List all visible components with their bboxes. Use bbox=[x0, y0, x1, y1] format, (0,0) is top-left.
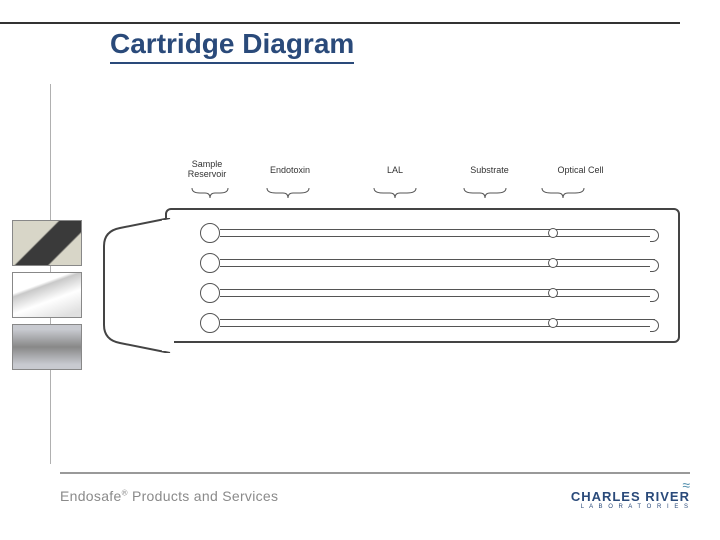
optical-cell-1 bbox=[548, 228, 558, 238]
optical-cell-3 bbox=[548, 288, 558, 298]
channel-3 bbox=[200, 283, 655, 303]
reservoir-1 bbox=[200, 223, 220, 243]
reservoir-2 bbox=[200, 253, 220, 273]
logo-text-sub: L A B O R A T O R I E S bbox=[571, 504, 690, 510]
reservoir-4 bbox=[200, 313, 220, 333]
bracket-endotoxin bbox=[265, 186, 311, 198]
footer-rule bbox=[60, 472, 690, 474]
page-title: Cartridge Diagram bbox=[110, 28, 354, 64]
label-optical-cell: Optical Cell bbox=[548, 166, 613, 176]
bracket-substrate bbox=[462, 186, 508, 198]
top-rule-left bbox=[0, 22, 110, 24]
optical-cell-4 bbox=[548, 318, 558, 328]
label-sample-reservoir: SampleReservoir bbox=[182, 160, 232, 180]
reservoir-3 bbox=[200, 283, 220, 303]
tube-3 bbox=[220, 289, 655, 297]
footer-tagline: Endosafe® Products and Services bbox=[60, 488, 278, 504]
thumbnail-lab bbox=[12, 272, 82, 318]
thumbnail-column bbox=[12, 220, 92, 376]
tube-4 bbox=[220, 319, 655, 327]
cartridge-diagram: SampleReservoir Endotoxin LAL Substrate … bbox=[100, 160, 680, 360]
channel-1 bbox=[200, 223, 655, 243]
optical-cell-2 bbox=[548, 258, 558, 268]
diagram-labels: SampleReservoir Endotoxin LAL Substrate … bbox=[100, 160, 680, 205]
label-lal: LAL bbox=[375, 166, 415, 176]
label-substrate: Substrate bbox=[462, 166, 517, 176]
footer-logo: ≈ CHARLES RIVER L A B O R A T O R I E S bbox=[571, 482, 690, 510]
channel-2 bbox=[200, 253, 655, 273]
channel-4 bbox=[200, 313, 655, 333]
tube-2 bbox=[220, 259, 655, 267]
footer: Endosafe® Products and Services ≈ CHARLE… bbox=[60, 472, 690, 510]
bracket-reservoir bbox=[190, 186, 230, 198]
cartridge-nose bbox=[100, 218, 170, 333]
tube-1 bbox=[220, 229, 655, 237]
cartridge-body bbox=[100, 208, 680, 343]
top-rule-right bbox=[110, 22, 680, 24]
logo-text-main: CHARLES RIVER bbox=[571, 489, 690, 504]
thumbnail-vials bbox=[12, 324, 82, 370]
bracket-optical bbox=[540, 186, 586, 198]
logo-wave-icon: ≈ bbox=[571, 482, 690, 489]
thumbnail-device bbox=[12, 220, 82, 266]
label-endotoxin: Endotoxin bbox=[260, 166, 320, 176]
bracket-lal bbox=[372, 186, 418, 198]
